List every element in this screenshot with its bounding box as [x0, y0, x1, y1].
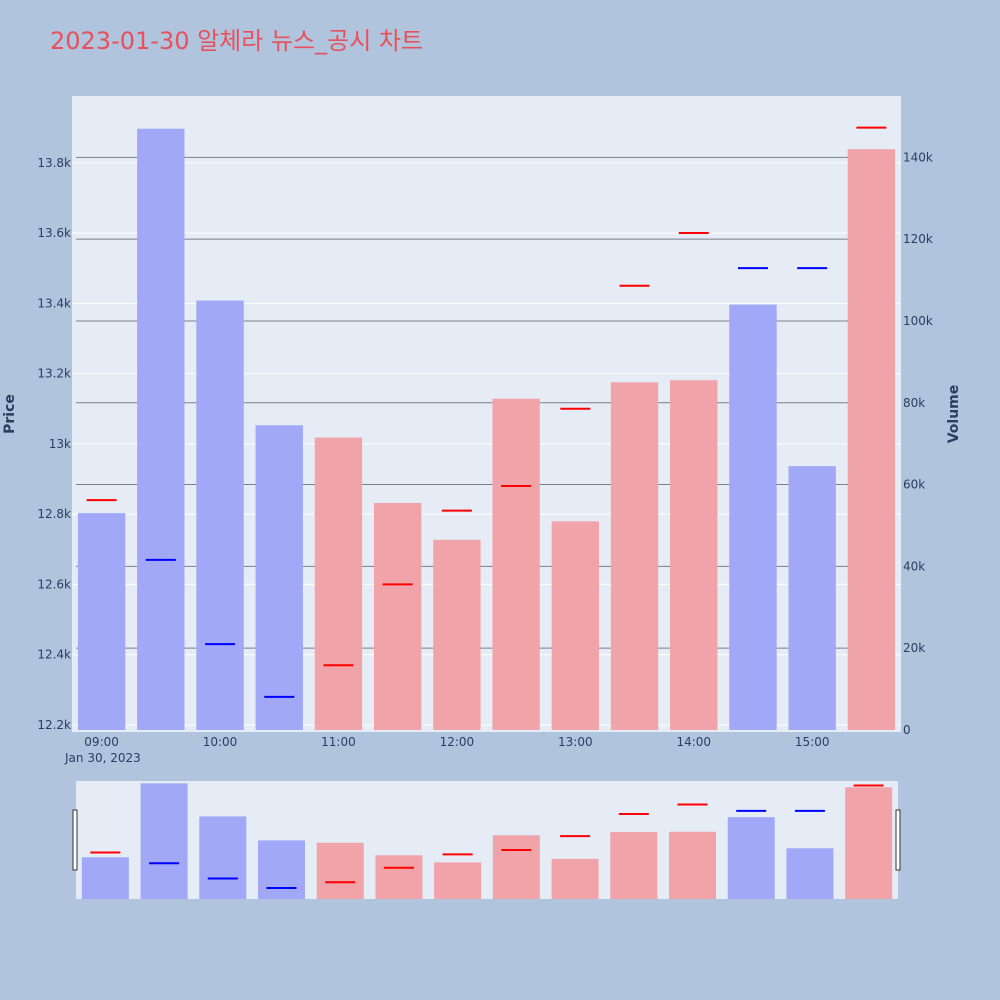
volume-tick-label: 80k [903, 396, 925, 410]
price-tick-label: 13.6k [37, 226, 71, 240]
range-slider-bar [551, 858, 599, 899]
volume-bar [255, 425, 303, 730]
volume-bar [729, 304, 777, 730]
range-slider-bars [81, 783, 893, 899]
volume-bar [137, 128, 185, 730]
volume-axis: 0 20k 40k 60k 80k 100k 120k 140k [903, 150, 933, 737]
volume-bar [373, 502, 422, 730]
range-slider-bar [845, 787, 893, 899]
price-tick-label: 13.2k [37, 367, 71, 381]
volume-bars [77, 128, 896, 730]
price-markers [86, 126, 887, 698]
range-slider-bar [316, 842, 364, 899]
volume-bar [196, 300, 244, 730]
volume-bar [788, 466, 836, 730]
range-slider-bar [610, 832, 658, 899]
range-slider-markers [90, 784, 884, 889]
time-axis: 09:00 10:00 11:00 12:00 13:00 14:00 15:00 [84, 735, 829, 749]
range-slider-bar [786, 848, 834, 899]
chart-title: 2023-01-30 알체라 뉴스_공시 차트 [50, 27, 423, 55]
price-tick-label: 12.6k [37, 577, 71, 591]
volume-bar [433, 539, 481, 730]
time-tick-label: 14:00 [676, 735, 711, 749]
volume-bar [314, 437, 363, 730]
y-axis-title: Price [2, 394, 18, 434]
volume-bar [551, 521, 600, 730]
volume-tick-label: 100k [903, 314, 933, 328]
time-tick-label: 13:00 [558, 735, 593, 749]
range-slider-bar [434, 862, 482, 899]
range-slider-bar [81, 857, 129, 899]
volume-tick-label: 120k [903, 232, 933, 246]
price-axis: 12.2k 12.4k 12.6k 12.8k 13k 13.2k 13.4k 13.6k 13… [37, 156, 71, 732]
range-slider-bar [199, 816, 247, 899]
price-tick-label: 13.4k [37, 296, 71, 310]
y2-axis-title: Volume [946, 385, 962, 444]
time-tick-label: 09:00 [84, 735, 119, 749]
price-tick-label: 12.4k [37, 648, 71, 662]
range-slider-bar [375, 855, 423, 899]
range-slider-right-handle[interactable] [895, 809, 901, 871]
x-date-label: Jan 30, 2023 [64, 751, 141, 765]
range-slider-bar [140, 783, 188, 899]
volume-bar [77, 513, 126, 730]
range-slider-bar [492, 835, 540, 899]
range-slider[interactable] [72, 781, 901, 899]
range-slider-bar [258, 840, 305, 899]
volume-bar [492, 398, 540, 730]
time-tick-label: 10:00 [203, 735, 238, 749]
price-tick-label: 12.8k [37, 507, 71, 521]
volume-bar [670, 380, 718, 730]
volume-tick-label: 40k [903, 559, 925, 573]
volume-tick-label: 60k [903, 478, 925, 492]
volume-tick-label: 140k [903, 150, 933, 164]
volume-tick-label: 0 [903, 723, 911, 737]
time-tick-label: 11:00 [321, 735, 356, 749]
price-tick-label: 13.8k [37, 156, 71, 170]
range-slider-left-handle[interactable] [72, 809, 78, 871]
range-slider-bar [727, 817, 775, 899]
volume-bar [610, 382, 659, 730]
volume-bar [847, 149, 896, 730]
price-tick-label: 13k [49, 437, 71, 451]
volume-tick-label: 20k [903, 641, 925, 655]
price-tick-label: 12.2k [37, 718, 71, 732]
time-tick-label: 15:00 [795, 735, 830, 749]
range-slider-bar [669, 831, 716, 899]
time-tick-label: 12:00 [440, 735, 475, 749]
